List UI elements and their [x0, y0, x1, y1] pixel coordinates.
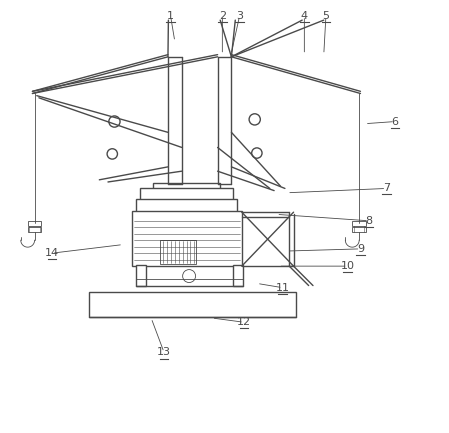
Bar [352, 221, 366, 226]
Text: 4: 4 [301, 11, 308, 21]
Text: 7: 7 [383, 184, 390, 194]
Text: 6: 6 [392, 116, 398, 126]
Text: 3: 3 [236, 11, 243, 21]
Bar [352, 227, 366, 233]
Bar [28, 227, 41, 233]
Text: 5: 5 [322, 11, 330, 21]
Bar [141, 188, 233, 201]
Bar [136, 199, 238, 212]
Bar [28, 221, 41, 226]
Bar [136, 265, 145, 285]
Bar [160, 240, 197, 264]
Text: 8: 8 [365, 216, 373, 226]
Text: 14: 14 [45, 248, 59, 258]
Bar [132, 211, 242, 266]
Text: 13: 13 [157, 347, 171, 358]
Text: 2: 2 [219, 11, 226, 21]
Text: 1: 1 [167, 11, 174, 21]
Bar [153, 183, 220, 191]
Text: 12: 12 [237, 317, 251, 327]
Text: 10: 10 [340, 261, 355, 271]
Bar [88, 291, 296, 317]
Text: 9: 9 [357, 244, 364, 254]
Bar [233, 265, 242, 285]
Text: 11: 11 [276, 283, 290, 293]
